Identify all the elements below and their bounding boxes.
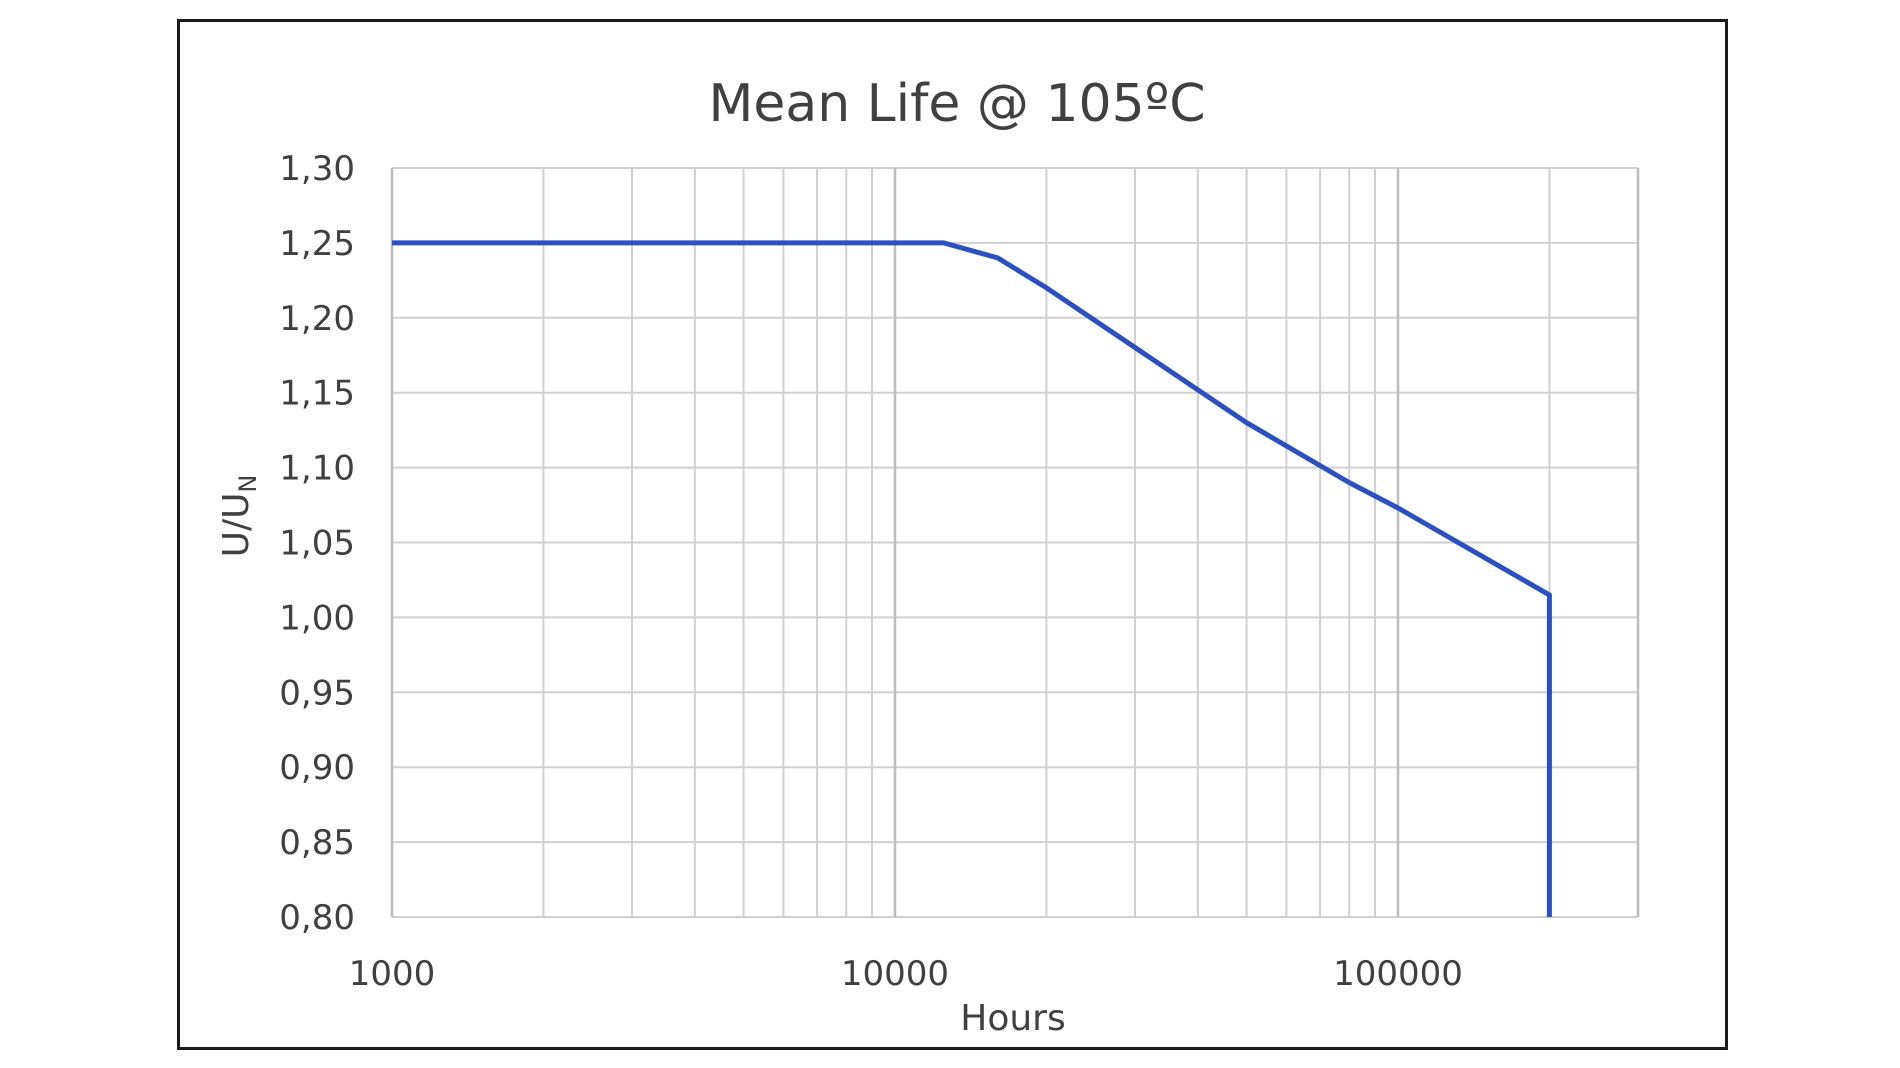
y-tick-label: 0,90 bbox=[279, 748, 355, 788]
y-axis-title-subscript: N bbox=[234, 475, 262, 493]
x-tick-label: 100000 bbox=[1333, 954, 1463, 994]
x-axis-title: Hours bbox=[960, 998, 1065, 1039]
series-line bbox=[392, 240, 1552, 917]
chart-title: Mean Life @ 105ºC bbox=[708, 74, 1205, 134]
y-tick-label: 1,05 bbox=[279, 524, 355, 564]
y-tick-label: 0,80 bbox=[279, 898, 355, 938]
y-tick-label: 1,10 bbox=[279, 449, 355, 489]
y-tick-label: 1,15 bbox=[279, 374, 355, 414]
y-tick-label: 1,25 bbox=[279, 224, 355, 264]
x-tick-label: 10000 bbox=[841, 954, 949, 994]
y-tick-label: 1,20 bbox=[279, 299, 355, 339]
y-axis-title-main: U/U bbox=[216, 493, 257, 558]
x-axis-ticks: 1000 10000 100000 bbox=[349, 954, 1463, 994]
y-tick-label: 1,30 bbox=[279, 149, 355, 189]
y-axis-title: U/UN bbox=[216, 475, 262, 558]
y-tick-label: 0,85 bbox=[279, 823, 355, 863]
y-tick-label: 0,95 bbox=[279, 673, 355, 713]
grid bbox=[390, 167, 1640, 918]
y-tick-label: 1,00 bbox=[279, 598, 355, 638]
x-tick-label: 1000 bbox=[349, 954, 436, 994]
y-axis-ticks: 1,30 1,25 1,20 1,15 1,10 1,05 1,00 0,95 0,90 0,85… bbox=[279, 149, 355, 938]
series-layer bbox=[392, 240, 1552, 917]
chart-frame bbox=[177, 19, 1728, 1050]
